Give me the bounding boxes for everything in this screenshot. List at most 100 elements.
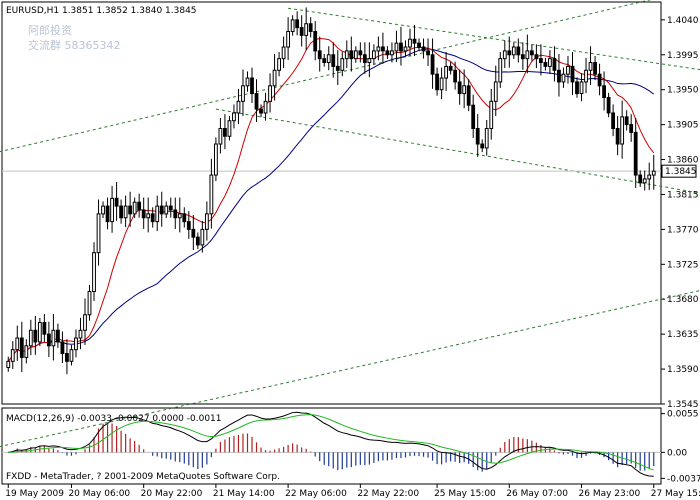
candle-body [42, 322, 47, 335]
candle-body [10, 349, 15, 362]
candle-body [552, 58, 557, 71]
candle-body [304, 23, 309, 36]
candle-body [128, 205, 133, 215]
candle-body [511, 46, 516, 56]
candle-body [462, 85, 467, 95]
candle-body [96, 213, 101, 254]
candle-body [209, 174, 214, 215]
candle-body [33, 329, 38, 343]
macd-tick-label: 0.00 [667, 448, 687, 458]
candle-body [87, 290, 92, 316]
price-tick-label: 1.3590 [667, 365, 699, 375]
candle-body [200, 228, 205, 246]
candle-body [466, 85, 471, 106]
price-tick-label: 1.3860 [667, 156, 699, 166]
candle-body [606, 96, 611, 114]
candle-body [651, 170, 656, 176]
candle-body [448, 65, 453, 71]
candle-body [232, 112, 236, 122]
candle-body [186, 221, 191, 230]
candle-body [290, 19, 295, 32]
candle-body [159, 205, 164, 215]
price-tick-label: 1.3725 [667, 260, 699, 270]
candle-body [322, 58, 327, 64]
candle-body [268, 85, 272, 102]
price-tick-label: 1.3680 [667, 295, 699, 305]
candle-body [78, 329, 83, 339]
candle-body [15, 337, 20, 351]
price-tick-label: 1.4040 [667, 16, 699, 26]
candle-body [177, 213, 182, 219]
candle-body [353, 50, 358, 60]
candle-body [56, 329, 60, 343]
candle-body [164, 205, 169, 215]
candle-body [371, 50, 376, 60]
candle-body [642, 178, 647, 184]
candle-body [493, 81, 498, 102]
candle-body [376, 46, 381, 52]
candle-body [417, 42, 421, 48]
candle-body [362, 54, 367, 64]
candle-body [588, 62, 593, 71]
price-tick-label: 1.3770 [667, 225, 699, 235]
candle-body [457, 81, 462, 95]
candle-body [561, 73, 566, 83]
price-tick-label: 1.3950 [667, 86, 699, 96]
candle-body [191, 228, 196, 238]
candle-body [46, 333, 51, 347]
candle-body [408, 38, 412, 48]
candle-body [123, 205, 128, 219]
candle-body [538, 58, 543, 64]
time-tick-label: 26 May 07:00 [506, 489, 568, 499]
candle-body [83, 314, 87, 331]
candle-body [204, 213, 209, 230]
candle-body [394, 42, 399, 52]
price-axis-ticks: 1.4040 1.3995 1.3950 1.3905 1.3860 1.3815 1.37… [661, 16, 699, 410]
macd-signal-line [8, 414, 654, 471]
candle-body [105, 205, 110, 223]
macd-line [8, 411, 654, 477]
candle-body [548, 58, 552, 67]
candle-body [344, 50, 349, 60]
candle-body [245, 77, 250, 87]
candle-body [286, 30, 291, 48]
time-axis-ticks: 19 May 2009 20 May 06:00 20 May 22:00 21 Ma… [5, 484, 700, 499]
candle-body [516, 46, 521, 56]
candle-body [426, 50, 430, 56]
last-price-label: 1.3845 [665, 167, 697, 177]
candle-body [633, 131, 638, 176]
candle-body [358, 50, 363, 56]
candle-body [629, 124, 634, 133]
candle-body [575, 81, 579, 95]
candle-body [69, 349, 74, 362]
footer: FXDD - MetaTrader, ? 2001-2009 MetaQuote… [6, 472, 280, 482]
trend-line [0, 0, 652, 153]
trend-line [0, 289, 700, 448]
price-tick-label: 1.3995 [667, 51, 699, 61]
candle-body [263, 100, 268, 114]
candle-body [241, 85, 245, 102]
candle-body [213, 143, 218, 176]
price-tick-label: 1.3905 [667, 121, 699, 131]
time-tick-label: 22 May 22:00 [357, 489, 419, 499]
time-tick-label: 20 May 22:00 [141, 489, 203, 499]
candle-body [335, 65, 340, 71]
candle-body [593, 62, 597, 75]
candle-body [141, 209, 146, 219]
candle-body [6, 360, 11, 369]
candle-body [299, 27, 304, 36]
macd-tick-label: 0.0055 [667, 410, 699, 420]
candle-body [403, 46, 408, 52]
candle-body [620, 116, 625, 145]
candle-body [331, 54, 336, 67]
time-tick-label: 27 May 15:00 [651, 489, 700, 499]
candle-body [566, 65, 570, 75]
watermark-line-2: 交流群 58365342 [28, 38, 121, 52]
time-tick-label: 22 May 06:00 [285, 489, 347, 499]
candle-body [471, 104, 476, 129]
candle-body [340, 58, 345, 71]
candle-body [611, 112, 616, 129]
ma-fast-line [7, 37, 655, 362]
time-tick-label: 25 May 15:00 [434, 489, 496, 499]
candle-body [119, 205, 124, 219]
